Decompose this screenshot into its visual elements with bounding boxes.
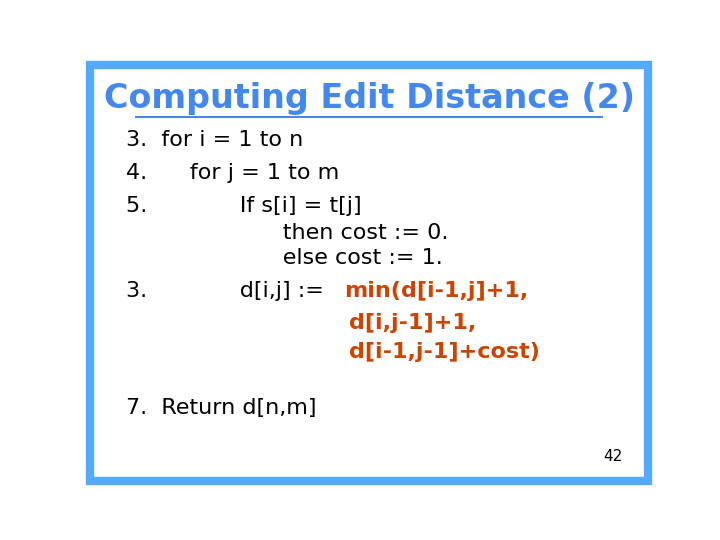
Text: 7.  Return d[n,m]: 7. Return d[n,m] xyxy=(126,398,317,418)
Text: 3.  for i = 1 to n: 3. for i = 1 to n xyxy=(126,130,304,150)
Text: 4.      for j = 1 to m: 4. for j = 1 to m xyxy=(126,163,340,183)
Text: 5.             If s[i] = t[j]: 5. If s[i] = t[j] xyxy=(126,196,362,216)
Text: d[i,j-1]+1,: d[i,j-1]+1, xyxy=(349,313,477,333)
Text: Computing Edit Distance (2): Computing Edit Distance (2) xyxy=(104,82,634,114)
Text: 3.             d[i,j] :=: 3. d[i,j] := xyxy=(126,281,331,301)
Text: then cost := 0.: then cost := 0. xyxy=(126,223,449,243)
Text: d[i-1,j-1]+cost): d[i-1,j-1]+cost) xyxy=(349,342,540,362)
Text: 42: 42 xyxy=(603,449,623,464)
Text: else cost := 1.: else cost := 1. xyxy=(126,248,443,268)
Text: min(d[i-1,j]+1,: min(d[i-1,j]+1, xyxy=(344,281,528,301)
